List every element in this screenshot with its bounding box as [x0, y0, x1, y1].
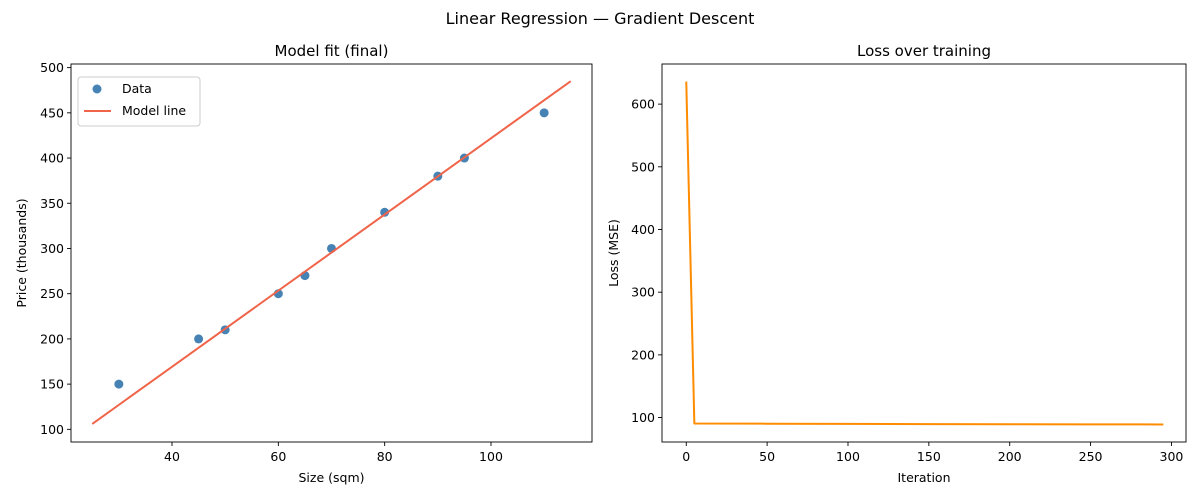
x-tick-label: 100 — [836, 449, 860, 464]
legend-data-marker — [92, 84, 102, 94]
x-tick-label: 40 — [164, 449, 180, 464]
y-tick-label: 300 — [631, 285, 655, 300]
data-point — [380, 207, 390, 217]
x-tick-label: 300 — [1160, 449, 1184, 464]
x-tick-label: 0 — [682, 449, 690, 464]
legend-data-label: Data — [122, 81, 152, 96]
loss-line — [685, 81, 1164, 426]
legend-model-line-label: Model line — [122, 103, 186, 118]
x-tick-label: 80 — [377, 449, 393, 464]
data-point — [194, 334, 204, 344]
y-tick-label: 150 — [40, 377, 64, 392]
model-fit-yticks: 100 150 200 250 300 350 400 450 500 — [40, 60, 71, 437]
y-tick-label: 500 — [40, 60, 64, 75]
figure-suptitle: Linear Regression — Gradient Descent — [446, 9, 755, 28]
x-tick-label: 150 — [917, 449, 941, 464]
x-tick-label: 50 — [759, 449, 775, 464]
y-tick-label: 200 — [631, 347, 655, 362]
x-tick-label: 200 — [998, 449, 1022, 464]
x-tick-label: 250 — [1079, 449, 1103, 464]
loss-title: Loss over training — [857, 42, 991, 60]
model-fit-xlabel: Size (sqm) — [298, 470, 364, 485]
y-tick-label: 300 — [40, 241, 64, 256]
y-tick-label: 350 — [40, 196, 64, 211]
loss-chart: Loss over training Iteration Loss (MSE) … — [606, 42, 1187, 485]
y-tick-label: 100 — [40, 422, 64, 437]
model-fit-ylabel: Price (thousands) — [14, 198, 29, 307]
y-tick-label: 100 — [631, 410, 655, 425]
loss-marks — [685, 81, 1164, 426]
model-fit-title: Model fit (final) — [275, 42, 389, 60]
data-point — [114, 379, 124, 389]
data-point — [539, 108, 549, 118]
y-tick-label: 600 — [631, 97, 655, 112]
legend-box — [77, 76, 201, 127]
y-tick-label: 250 — [40, 286, 64, 301]
y-tick-label: 400 — [631, 222, 655, 237]
loss-xticks: 0 50 100 150 200 250 300 — [682, 442, 1183, 464]
model-fit-legend: Data Model line — [77, 76, 201, 127]
loss-ylabel: Loss (MSE) — [606, 219, 621, 287]
model-fit-xticks: 40 60 80 100 — [164, 442, 503, 464]
model-fit-chart: Model fit (final) Size (sqm) Price (thou… — [14, 42, 593, 485]
x-tick-label: 100 — [479, 449, 503, 464]
model-line — [91, 80, 572, 425]
loss-plot-area — [661, 63, 1187, 443]
loss-yticks: 100 200 300 400 500 600 — [631, 97, 662, 425]
model-fit-marks — [91, 80, 572, 425]
y-tick-label: 400 — [40, 151, 64, 166]
x-tick-label: 60 — [270, 449, 286, 464]
y-tick-label: 500 — [631, 159, 655, 174]
y-tick-label: 450 — [40, 105, 64, 120]
y-tick-label: 200 — [40, 331, 64, 346]
loss-xlabel: Iteration — [897, 470, 950, 485]
